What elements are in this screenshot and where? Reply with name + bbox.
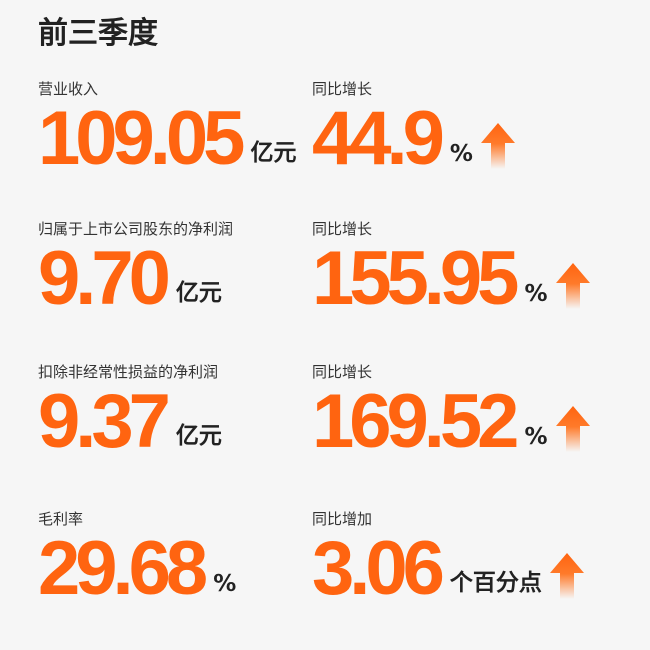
metric: 扣除非经常性损益的净利润 9.37 亿元 [38, 361, 222, 460]
metric-unit: 亿元 [250, 140, 297, 166]
metric-value: 9.70 [38, 236, 171, 321]
metric-value: 109.05 [38, 96, 245, 181]
metric-label: 归属于上市公司股东的净利润 [38, 220, 234, 238]
change-label: 同比增长 [312, 80, 373, 98]
metric-unit: 亿元 [175, 423, 222, 449]
metric-change: 同比增长 169.52 % [312, 361, 590, 460]
change-unit: % [524, 424, 548, 450]
metric-label: 毛利率 [38, 510, 84, 528]
metric-change: 同比增长 44.9 % [312, 78, 515, 177]
metric: 营业收入 109.05 亿元 [38, 78, 296, 177]
metric-unit: 亿元 [175, 280, 222, 306]
metric-label: 扣除非经常性损益的净利润 [38, 363, 219, 381]
change-value: 3.06 [312, 526, 445, 611]
change-value: 169.52 [312, 379, 519, 464]
change-value: 44.9 [312, 96, 445, 181]
change-unit: 个百分点 [449, 570, 542, 596]
change-unit: % [449, 141, 473, 167]
change-label: 同比增加 [312, 510, 373, 528]
change-label: 同比增长 [312, 363, 373, 381]
metric-change: 同比增加 3.06 个百分点 [312, 508, 584, 607]
metric-label: 营业收入 [38, 80, 99, 98]
change-value: 155.95 [312, 236, 519, 321]
metric: 毛利率 29.68 % [38, 508, 236, 607]
arrow-up-icon [549, 553, 584, 599]
arrow-up-icon [480, 123, 515, 169]
metric-change: 同比增长 155.95 % [312, 218, 590, 317]
change-unit: % [524, 281, 548, 307]
arrow-up-icon [555, 263, 590, 309]
page-title: 前三季度 [38, 16, 158, 51]
metric-unit: % [213, 571, 237, 597]
metric-value: 9.37 [38, 379, 171, 464]
change-label: 同比增长 [312, 220, 373, 238]
metric-value: 29.68 [38, 526, 208, 611]
metric: 归属于上市公司股东的净利润 9.70 亿元 [38, 218, 233, 317]
arrow-up-icon [555, 406, 590, 452]
